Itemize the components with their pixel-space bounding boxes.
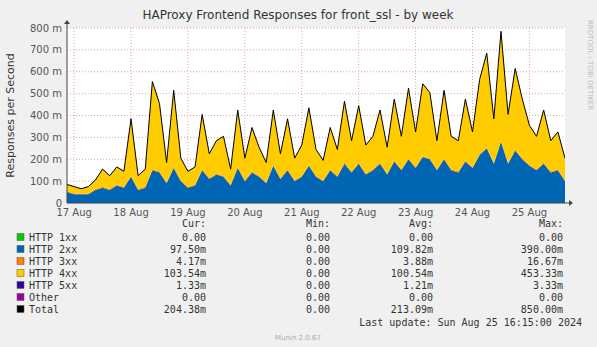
legend-stat: 1.21m xyxy=(403,280,433,291)
legend-label: HTTP 1xx xyxy=(29,232,77,243)
title: HAProxy Frontend Responses for front_ssl… xyxy=(142,8,453,22)
y-axis xyxy=(67,24,68,203)
y-tick-label: 100 m xyxy=(30,176,62,187)
grid-line xyxy=(67,49,565,50)
legend-stat: 109.82m xyxy=(391,244,433,255)
legend-stat: 16.67m xyxy=(527,256,563,267)
series-area xyxy=(67,31,565,189)
legend-stat: 103.54m xyxy=(164,268,206,279)
legend-stat: 0.00 xyxy=(409,292,433,303)
x-tick-label: 22 Aug xyxy=(341,207,376,218)
legend-swatch xyxy=(17,246,24,253)
last-update: Last update: Sun Aug 25 16:15:00 2024 xyxy=(359,317,582,328)
legend-swatch xyxy=(17,234,24,241)
x-tick-label: 25 Aug xyxy=(512,207,547,218)
legend-label: HTTP 3xx xyxy=(29,256,77,267)
legend-stat: 0.00 xyxy=(306,244,330,255)
y-axis-arrow xyxy=(64,20,70,24)
legend-stat: 0.00 xyxy=(306,304,330,315)
legend-header: Cur: xyxy=(182,218,206,229)
legend-stat: 0.00 xyxy=(539,232,563,243)
legend-stat: 1.33m xyxy=(176,280,206,291)
legend-stat: 204.38m xyxy=(164,304,206,315)
legend-header: Avg: xyxy=(409,218,433,229)
legend-stat: 4.17m xyxy=(176,256,206,267)
legend-label: Other xyxy=(29,292,59,303)
grid-line xyxy=(67,71,565,72)
legend-header: Max: xyxy=(539,218,563,229)
y-tick-label: 400 m xyxy=(30,110,62,121)
y-tick-label: 500 m xyxy=(30,88,62,99)
y-tick-label: 300 m xyxy=(30,132,62,143)
legend-swatch xyxy=(17,294,24,301)
x-tick-label: 21 Aug xyxy=(284,207,319,218)
x-tick-label: 17 Aug xyxy=(56,207,91,218)
x-tick-label: 20 Aug xyxy=(227,207,262,218)
x-axis-arrow xyxy=(569,200,573,206)
legend-stat: 3.88m xyxy=(403,256,433,267)
legend-label: HTTP 2xx xyxy=(29,244,77,255)
legend-stat: 453.33m xyxy=(521,268,563,279)
grid-line xyxy=(74,28,75,203)
legend-label: Total xyxy=(29,304,59,315)
legend-label: HTTP 4xx xyxy=(29,268,77,279)
y-tick-label: 700 m xyxy=(30,44,62,55)
legend-stat: 100.54m xyxy=(391,268,433,279)
watermark: RRDTOOL / TOBI OETIKER xyxy=(586,20,594,110)
x-tick-label: 19 Aug xyxy=(170,207,205,218)
x-tick-label: 18 Aug xyxy=(113,207,148,218)
legend-stat: 850.00m xyxy=(521,304,563,315)
legend-stat: 390.00m xyxy=(521,244,563,255)
data-group xyxy=(67,31,565,203)
grid-line xyxy=(67,28,565,29)
background xyxy=(0,0,597,347)
legend-stat: 0.00 xyxy=(306,280,330,291)
legend-stat: 0.00 xyxy=(306,232,330,243)
y-tick-label: 800 m xyxy=(30,23,62,34)
legend-swatch xyxy=(17,270,24,277)
series-area xyxy=(67,31,565,189)
x-tick-label: 24 Aug xyxy=(455,207,490,218)
x-tick-label: 23 Aug xyxy=(398,207,433,218)
legend-stat: 3.33m xyxy=(533,280,563,291)
legend-stat: 0.00 xyxy=(182,232,206,243)
legend-stat: 0.00 xyxy=(306,292,330,303)
y-axis-label: Responses per Second xyxy=(4,53,17,177)
series-area xyxy=(67,32,565,194)
y-tick-label: 600 m xyxy=(30,66,62,77)
legend-swatch xyxy=(17,306,24,313)
y-tick-label: 200 m xyxy=(30,154,62,165)
legend-label: HTTP 5xx xyxy=(29,280,77,291)
legend-stat: 0.00 xyxy=(182,292,206,303)
legend-swatch xyxy=(17,282,24,289)
legend-stat: 97.50m xyxy=(170,244,206,255)
footer: Munin 2.0.67 xyxy=(275,334,321,342)
legend-stat: 0.00 xyxy=(306,256,330,267)
plot-area xyxy=(67,28,565,203)
x-axis xyxy=(67,203,569,204)
legend-stat: 0.00 xyxy=(409,232,433,243)
legend-stat: 0.00 xyxy=(306,268,330,279)
chart: HAProxy Frontend Responses for front_ssl… xyxy=(0,0,597,347)
legend-stat: 0.00 xyxy=(539,292,563,303)
series-line xyxy=(67,31,565,189)
legend-stat: 213.09m xyxy=(391,304,433,315)
legend-swatch xyxy=(17,258,24,265)
legend-header: Min: xyxy=(306,218,330,229)
